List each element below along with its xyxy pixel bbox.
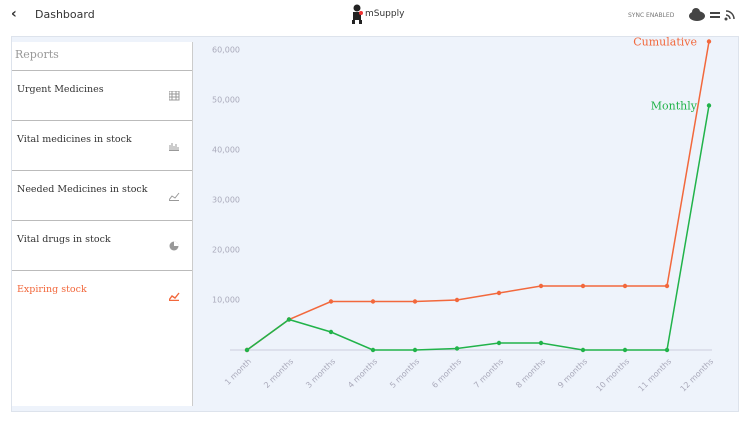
report-label: Urgent Medicines (17, 84, 104, 95)
data-point (370, 347, 376, 353)
report-item[interactable]: Vital medicines in stock (12, 121, 192, 171)
report-label: Vital drugs in stock (17, 234, 111, 245)
status-icons (689, 8, 735, 21)
x-tick-label: 7 months (472, 357, 505, 390)
data-point (454, 297, 460, 303)
data-point (244, 347, 250, 353)
logo: mSupply (350, 4, 410, 26)
header: ‹ Dashboard mSupply SYNC ENABLED (0, 0, 748, 32)
report-item[interactable]: Needed Medicines in stock (12, 171, 192, 221)
x-tick-label: 8 months (514, 357, 547, 390)
series-label: Monthly (651, 100, 698, 113)
y-tick-label: 50,000 (212, 96, 240, 105)
report-item[interactable]: Expiring stock (12, 271, 192, 321)
logo-text: mSupply (365, 9, 405, 19)
x-tick-label: 3 months (304, 357, 337, 390)
x-tick-label: 9 months (556, 357, 589, 390)
dashboard-link[interactable]: Dashboard (35, 8, 95, 21)
report-label: Expiring stock (17, 284, 87, 295)
data-point (622, 347, 628, 353)
report-icon (169, 241, 179, 251)
data-point (538, 283, 544, 289)
data-point (706, 103, 712, 108)
x-tick-label: 1 month (223, 357, 253, 387)
report-icon (169, 292, 180, 301)
data-point (622, 283, 628, 289)
series-line (246, 41, 710, 351)
report-item[interactable]: Urgent Medicines (12, 71, 192, 121)
series-label: Cumulative (633, 36, 697, 49)
data-point (328, 329, 334, 335)
x-tick-label: 10 months (595, 357, 632, 394)
data-point (412, 299, 418, 304)
x-tick-label: 2 months (262, 357, 295, 390)
sidebar: Reports Urgent Medicines Vital medicines … (12, 42, 193, 406)
y-tick-label: 40,000 (212, 146, 240, 155)
x-tick-label: 12 months (679, 357, 716, 394)
data-point (370, 299, 376, 304)
data-point (454, 346, 460, 351)
back-button[interactable]: ‹ (11, 6, 17, 22)
data-point (496, 340, 502, 346)
y-tick-label: 20,000 (212, 246, 240, 255)
data-point (412, 347, 418, 353)
data-point (580, 283, 586, 289)
report-icon (169, 91, 180, 101)
data-point (664, 347, 670, 353)
report-icon (169, 192, 180, 201)
x-tick-label: 6 months (430, 357, 463, 390)
x-tick-label: 11 months (637, 357, 674, 394)
x-tick-label: 4 months (346, 357, 379, 390)
data-point (664, 283, 670, 289)
y-tick-label: 10,000 (212, 296, 240, 305)
x-tick-label: 5 months (388, 357, 421, 390)
y-tick-label: 60,000 (212, 46, 240, 55)
sync-status: SYNC ENABLED (628, 12, 675, 19)
data-point (706, 39, 712, 44)
data-point (328, 299, 334, 304)
data-point (538, 340, 544, 346)
y-tick-label: 30,000 (212, 196, 240, 205)
data-point (580, 347, 586, 353)
logo-icon (352, 4, 363, 24)
data-point (286, 317, 292, 322)
series-line (246, 105, 710, 351)
report-label: Needed Medicines in stock (17, 184, 148, 195)
sidebar-title: Reports (12, 42, 192, 71)
report-item[interactable]: Vital drugs in stock (12, 221, 192, 271)
data-point (496, 290, 502, 296)
report-label: Vital medicines in stock (17, 134, 132, 145)
report-icon (169, 143, 179, 151)
